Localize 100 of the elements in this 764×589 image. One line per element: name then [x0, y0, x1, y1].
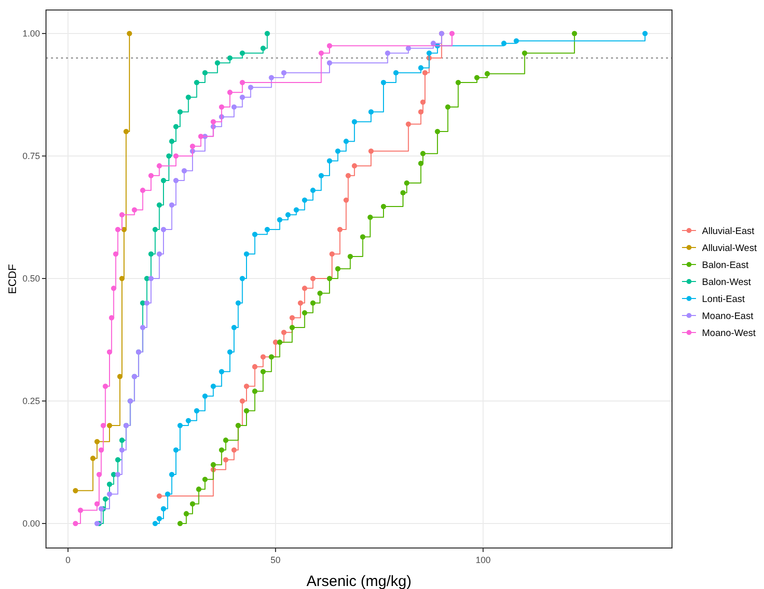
point	[218, 104, 224, 110]
point	[326, 158, 332, 164]
point	[268, 74, 274, 80]
point	[294, 207, 299, 213]
legend-label: Alluvial-East	[702, 226, 755, 237]
point	[194, 80, 200, 86]
point	[214, 60, 220, 66]
point	[244, 384, 250, 389]
point	[218, 447, 224, 453]
point	[352, 119, 358, 124]
point	[343, 197, 349, 203]
point	[186, 418, 192, 424]
point	[384, 50, 390, 56]
point	[169, 202, 174, 208]
point	[285, 212, 291, 218]
point	[400, 190, 406, 196]
point	[318, 172, 324, 178]
point	[449, 30, 455, 36]
point	[148, 251, 154, 257]
legend-label: Moano-West	[702, 328, 756, 339]
point	[140, 188, 146, 193]
point	[117, 374, 123, 380]
point	[368, 148, 374, 154]
point	[177, 109, 183, 115]
point	[244, 251, 250, 257]
y-tick-label: 0.50	[22, 274, 40, 284]
point	[198, 134, 204, 140]
y-tick-label: 1.00	[22, 28, 40, 39]
point	[119, 276, 125, 282]
point	[190, 144, 196, 149]
point	[152, 226, 158, 232]
point	[98, 447, 104, 453]
point	[210, 384, 216, 389]
point	[522, 50, 528, 56]
point	[434, 128, 440, 134]
point	[72, 488, 78, 494]
point	[78, 508, 84, 513]
point	[202, 476, 208, 482]
point	[140, 324, 146, 330]
point	[368, 214, 373, 220]
point	[115, 472, 120, 478]
point	[318, 50, 324, 56]
point	[113, 251, 118, 257]
point	[572, 30, 578, 36]
point	[252, 388, 258, 394]
point	[236, 300, 241, 306]
point	[173, 153, 179, 159]
point	[169, 472, 174, 478]
point	[501, 40, 507, 46]
point	[240, 276, 245, 282]
point	[184, 511, 189, 516]
point	[186, 94, 192, 100]
point	[290, 315, 295, 320]
y-tick-label: 0.75	[22, 151, 40, 162]
point	[260, 46, 266, 51]
point	[240, 50, 245, 56]
point	[115, 457, 120, 462]
point	[210, 119, 216, 124]
point	[484, 71, 490, 76]
point	[173, 447, 179, 453]
point	[231, 104, 237, 110]
point	[310, 188, 316, 193]
point	[164, 491, 170, 497]
point	[240, 94, 245, 100]
point	[156, 251, 162, 257]
point	[102, 384, 108, 389]
point	[106, 491, 112, 497]
point	[360, 234, 366, 240]
point	[281, 70, 287, 76]
point	[420, 99, 426, 105]
y-tick-label: 0.25	[22, 396, 40, 406]
point	[260, 368, 266, 374]
point	[310, 300, 316, 306]
point	[173, 124, 179, 130]
point	[302, 310, 308, 316]
point	[115, 226, 120, 232]
y-tick-label: 0.00	[22, 518, 40, 528]
legend-label: Lonti-East	[702, 294, 746, 305]
point	[156, 493, 162, 499]
point	[380, 204, 386, 210]
legend-label: Moano-East	[702, 311, 754, 322]
point	[380, 80, 386, 86]
point	[231, 447, 237, 453]
point	[456, 80, 461, 86]
point	[445, 104, 450, 110]
point	[264, 226, 270, 232]
point	[160, 178, 166, 184]
point	[231, 324, 237, 330]
point	[166, 153, 172, 159]
point	[281, 330, 287, 336]
point	[337, 226, 343, 232]
point	[156, 163, 162, 168]
point	[418, 109, 424, 115]
point	[302, 286, 308, 291]
point	[202, 70, 208, 76]
point	[418, 65, 424, 70]
point	[196, 486, 202, 492]
x-tick-label: 50	[270, 555, 281, 565]
point	[194, 408, 200, 414]
point	[260, 354, 266, 360]
